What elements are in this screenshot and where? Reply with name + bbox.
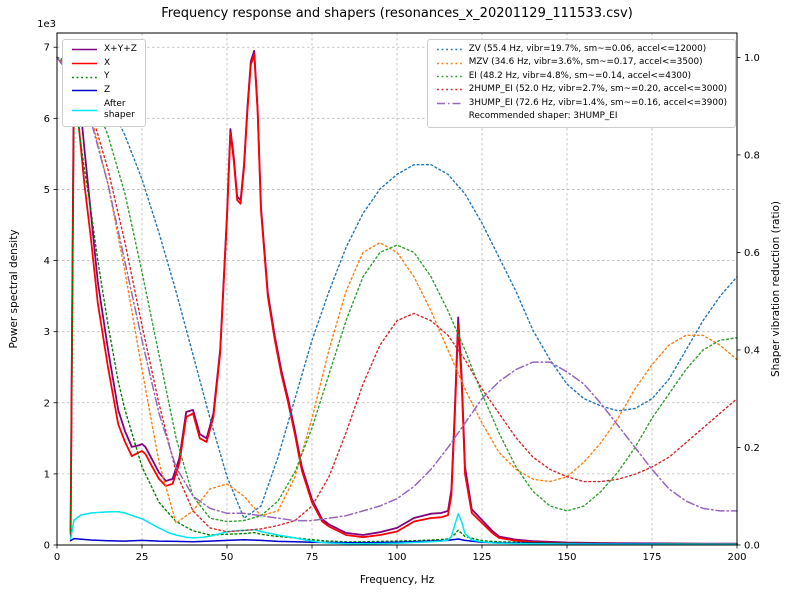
legend-item-2hump-ei: 2HUMP_EI (52.0 Hz, vibr=2.7%, sm~=0.20, … [436,84,727,95]
x-axis-label: Frequency, Hz [360,574,435,586]
legend-item-y: Y [71,71,137,83]
legend-item-mzv: MZV (34.6 Hz, vibr=3.6%, sm~=0.17, accel… [436,57,727,68]
shaper-line-mzv [56,56,738,524]
legend-item-2hump-ei-label: 2HUMP_EI (52.0 Hz, vibr=2.7%, sm~=0.20, … [468,84,727,95]
y-left-tick-label: 2 [44,398,50,409]
y-right-tick-label: 0.2 [744,443,760,454]
legend-item-x-y-z-label: X+Y+Z [104,44,137,54]
chart-title: Frequency response and shapers (resonanc… [161,6,633,21]
y-left-tick-label: 0 [44,541,50,552]
legend-line-sample [72,76,97,79]
psd-line-x [69,53,738,546]
y-left-tick-label: 1 [44,469,50,480]
legend-item-x: X [71,58,137,70]
legend-item-ei: EI (48.2 Hz, vibr=4.8%, sm~=0.14, accel<… [436,71,727,82]
shaper-legend: ZV (55.4 Hz, vibr=19.7%, sm~=0.06, accel… [426,39,736,128]
y-left-axis-label: Power spectral density [8,229,20,348]
legend-spacer [436,116,463,117]
legend-line-sample [436,89,462,91]
legend-line-sample [436,75,462,78]
legend-line-sample [72,62,97,65]
shaper-line-3hump-ei [56,56,738,522]
psd-line-after-shaper [69,510,738,546]
shaper-line-zv [56,56,738,519]
y-left-axis-multiplier: 1e3 [37,19,56,30]
legend-item-after-shaper-label: After shaper [104,98,135,121]
x-tick-label: 150 [557,552,576,563]
x-tick-label: 25 [136,552,149,563]
x-tick-label: 50 [221,552,234,563]
legend-item-after-shaper: After shaper [71,99,137,122]
legend-item-z: Z [71,85,137,97]
psd-legend: X+Y+Z X Y Z After shaper [62,39,146,128]
legend-item-zv: ZV (55.4 Hz, vibr=19.7%, sm~=0.06, accel… [436,44,727,55]
legend-recommended-shaper-label: Recommended shaper: 3HUMP_EI [468,111,618,122]
legend-line-sample [436,102,462,105]
x-tick-label: 175 [642,552,661,563]
legend-item-ei-label: EI (48.2 Hz, vibr=4.8%, sm~=0.14, accel<… [468,70,692,81]
legend-line-sample [72,109,97,112]
y-left-tick-label: 3 [44,327,50,338]
legend-item-z-label: Z [104,85,111,96]
legend-item-mzv-label: MZV (34.6 Hz, vibr=3.6%, sm~=0.17, accel… [468,57,703,68]
x-tick-label: 200 [727,552,746,563]
psd-line-y [69,96,738,545]
y-right-axis-label: Shaper vibration reduction (ratio) [770,201,782,377]
legend-item-x-label: X [104,57,111,68]
y-right-tick-label: 0.8 [744,150,760,161]
legend-item-3hump-ei: 3HUMP_EI (72.6 Hz, vibr=1.4%, sm~=0.16, … [436,98,727,109]
legend-item-3hump-ei-label: 3HUMP_EI (72.6 Hz, vibr=1.4%, sm~=0.16, … [468,97,727,108]
y-right-tick-label: 0.0 [744,541,760,552]
legend-item-zv-label: ZV (55.4 Hz, vibr=19.7%, sm~=0.06, accel… [468,44,707,54]
shaper-line-ei [56,56,738,523]
legend-recommended-shaper: Recommended shaper: 3HUMP_EI [436,111,727,122]
x-tick-label: 75 [306,552,319,563]
legend-item-y-label: Y [104,71,110,82]
y-right-tick-label: 0.4 [744,345,760,356]
y-left-tick-label: 5 [44,185,50,196]
legend-line-sample [436,48,462,51]
y-right-tick-label: 1.0 [744,53,760,64]
x-tick-label: 125 [472,552,491,563]
y-left-tick-label: 4 [44,256,50,267]
legend-line-sample [72,49,97,51]
legend-item-x-y-z: X+Y+Z [71,44,137,56]
legend-line-sample [436,62,462,64]
x-tick-label: 100 [387,552,406,563]
legend-line-sample [72,90,97,92]
y-right-tick-label: 0.6 [744,248,760,259]
y-left-tick-label: 7 [44,43,50,54]
x-tick-label: 0 [54,552,60,563]
y-left-tick-label: 6 [44,114,50,125]
